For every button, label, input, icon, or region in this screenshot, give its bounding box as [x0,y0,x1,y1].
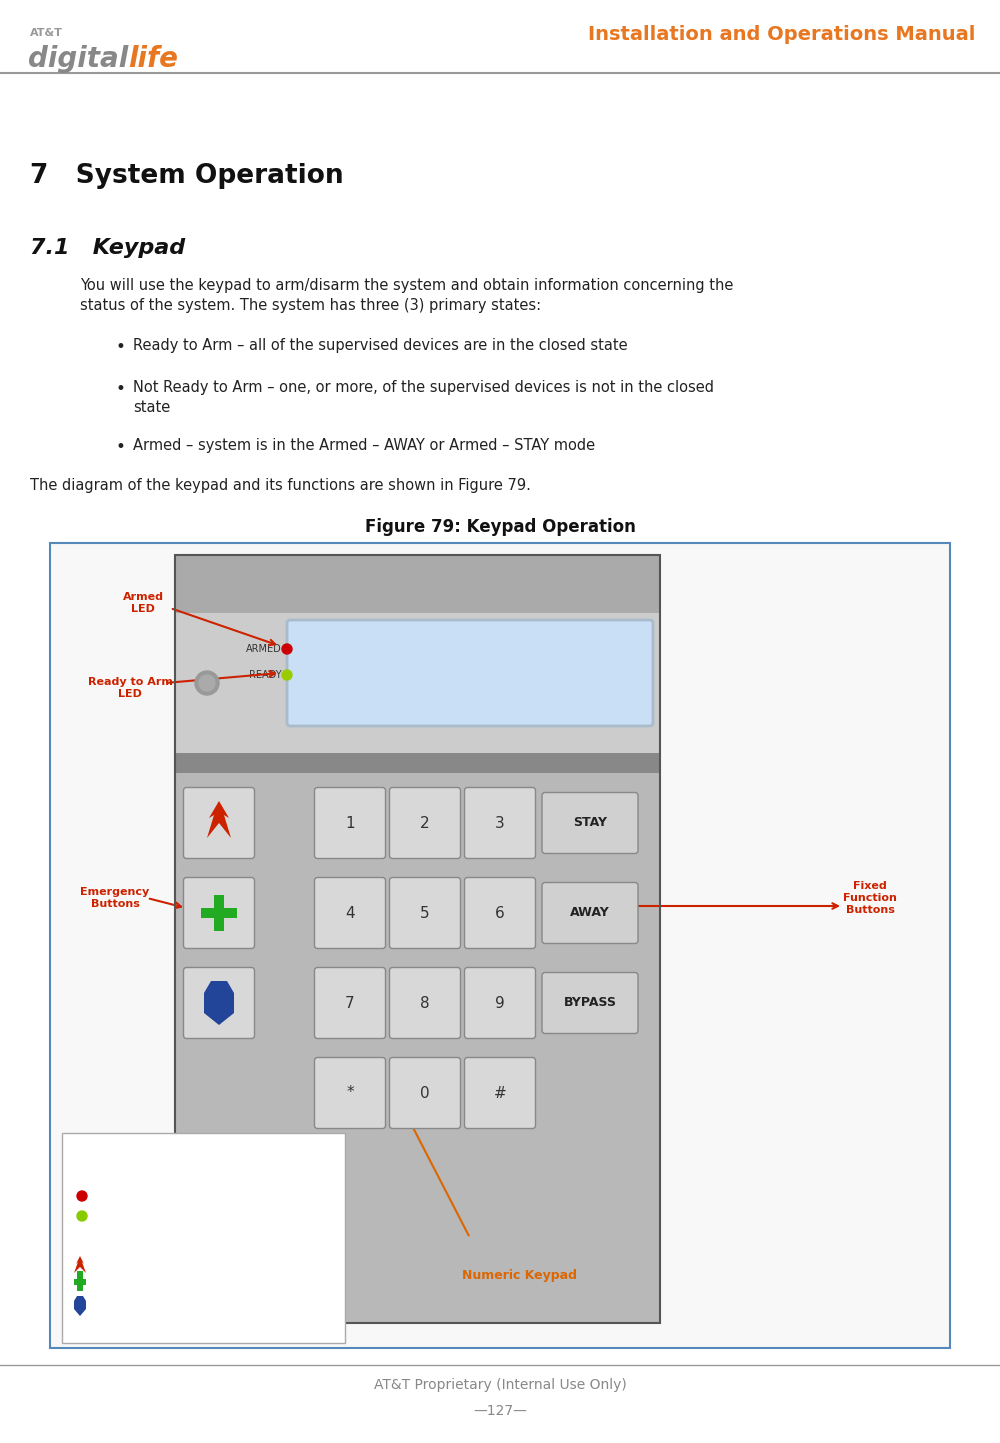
Circle shape [195,671,219,696]
Text: ALARM BUTTONS:: ALARM BUTTONS: [72,1232,163,1242]
FancyBboxPatch shape [464,877,536,948]
Text: 7: 7 [345,996,355,1010]
Text: AT&T: AT&T [30,27,63,38]
Bar [175,556,660,1323]
FancyBboxPatch shape [542,792,638,853]
Text: Not Ready to Arm – one, or more, of the supervised devices is not in the closed: Not Ready to Arm – one, or more, of the … [133,380,714,395]
Text: —127—: —127— [473,1404,527,1418]
Text: Ready to Arm
LED: Ready to Arm LED [88,677,172,698]
Text: The diagram of the keypad and its functions are shown in Figure 79.: The diagram of the keypad and its functi… [30,478,531,494]
Text: •: • [115,338,125,356]
FancyBboxPatch shape [542,973,638,1033]
Text: Emergency
Buttons: Emergency Buttons [80,887,150,909]
FancyBboxPatch shape [287,620,653,726]
Text: *: * [346,1085,354,1101]
Text: •: • [115,380,125,398]
Bar [74,1278,86,1286]
Text: 1: 1 [345,815,355,831]
Text: status of the system. The system has three (3) primary states:: status of the system. The system has thr… [80,299,541,313]
FancyBboxPatch shape [390,967,460,1039]
Circle shape [77,1190,87,1201]
FancyBboxPatch shape [184,877,254,948]
Text: Ready to Arm – all of the supervised devices are in the closed state: Ready to Arm – all of the supervised dev… [133,338,628,354]
Text: 7.1   Keypad: 7.1 Keypad [30,238,185,258]
FancyBboxPatch shape [464,1058,536,1128]
Text: Installation and Operations Manual: Installation and Operations Manual [588,26,975,45]
FancyBboxPatch shape [314,877,386,948]
FancyBboxPatch shape [542,883,638,944]
Text: ARMED: ARMED [246,644,282,654]
Text: (RED) Armed: (RED) Armed [92,1192,150,1201]
FancyBboxPatch shape [464,967,536,1039]
Text: Armed
LED: Armed LED [122,592,164,613]
Text: 9: 9 [495,996,505,1010]
Bar [77,1271,83,1291]
Bar [62,1133,345,1343]
Text: KEYPAD LEGEND: KEYPAD LEGEND [72,1152,162,1162]
Circle shape [282,644,292,654]
Text: READY: READY [249,670,282,680]
Bar [175,556,660,763]
Text: life: life [128,45,178,74]
FancyBboxPatch shape [314,1058,386,1128]
Text: (GREEN) Ready to Arm: (GREEN) Ready to Arm [92,1212,195,1221]
Circle shape [77,1211,87,1221]
Text: You will use the keypad to arm/disarm the system and obtain information concerni: You will use the keypad to arm/disarm th… [80,278,733,293]
Text: AT&T Proprietary (Internal Use Only): AT&T Proprietary (Internal Use Only) [374,1378,626,1392]
Text: •: • [115,439,125,456]
Text: BYPASS: BYPASS [564,997,616,1010]
Text: 0: 0 [420,1085,430,1101]
Text: #: # [494,1085,506,1101]
Text: STAY: STAY [573,817,607,830]
Text: digital: digital [28,45,128,74]
Polygon shape [74,1296,86,1316]
Bar [201,908,237,918]
Text: 6: 6 [495,906,505,921]
Text: Aux Emergency: Aux Emergency [92,1280,163,1289]
Text: Armed – system is in the Armed – AWAY or Armed – STAY mode: Armed – system is in the Armed – AWAY or… [133,439,595,453]
FancyBboxPatch shape [184,967,254,1039]
Text: AWAY: AWAY [570,906,610,919]
Bar [214,895,224,931]
Text: Figure 79: Keypad Operation: Figure 79: Keypad Operation [365,518,635,535]
Bar [175,753,660,773]
Polygon shape [74,1255,86,1273]
Circle shape [282,670,292,680]
Text: 5: 5 [420,906,430,921]
FancyBboxPatch shape [464,788,536,859]
Text: 2: 2 [420,815,430,831]
Text: Fixed
Function
Buttons: Fixed Function Buttons [843,882,897,915]
Circle shape [199,675,215,691]
Text: 7   System Operation: 7 System Operation [30,163,344,189]
Bar [175,763,660,1323]
FancyBboxPatch shape [184,788,254,859]
Text: Police Emergency: Police Emergency [92,1302,172,1310]
Polygon shape [204,981,234,1025]
FancyBboxPatch shape [390,788,460,859]
Text: state: state [133,400,170,416]
Polygon shape [207,801,231,838]
Text: 4: 4 [345,906,355,921]
Text: Fire Emergency: Fire Emergency [92,1260,162,1268]
FancyBboxPatch shape [390,1058,460,1128]
FancyBboxPatch shape [314,788,386,859]
Text: 8: 8 [420,996,430,1010]
FancyBboxPatch shape [314,967,386,1039]
Bar [175,556,660,613]
Text: 3: 3 [495,815,505,831]
Bar [50,543,950,1348]
Text: Numeric Keypad: Numeric Keypad [462,1268,578,1281]
Text: LEDs:: LEDs: [72,1173,100,1182]
FancyBboxPatch shape [390,877,460,948]
